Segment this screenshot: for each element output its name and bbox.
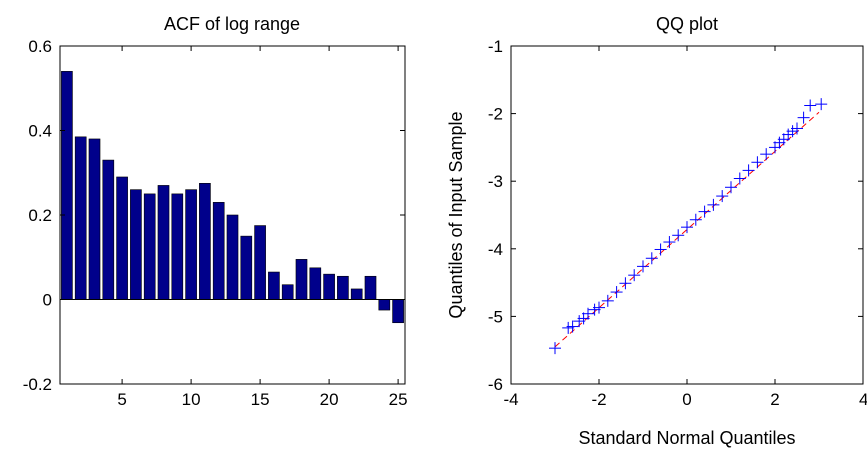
acf-y-tick-label: 0.6 xyxy=(28,37,52,56)
qq-point xyxy=(681,221,693,234)
qq-point xyxy=(601,294,614,307)
qq-axes-box xyxy=(510,45,864,385)
qq-y-tick-label: -5 xyxy=(488,307,503,326)
acf-y-tick-label: 0.2 xyxy=(28,206,52,225)
qq-y-tick-label: -6 xyxy=(488,375,503,394)
acf-x-tick-label: 10 xyxy=(182,390,201,409)
qq-y-tick-label: -2 xyxy=(488,105,503,124)
acf-x-ticks: 5 10 15 20 25 xyxy=(117,46,408,409)
acf-bar xyxy=(212,202,225,300)
acf-bar xyxy=(102,159,115,300)
qq-point xyxy=(566,320,579,333)
qq-point xyxy=(628,269,641,282)
acf-bar xyxy=(88,138,101,300)
acf-bar xyxy=(268,271,280,300)
qq-x-tick-label: -2 xyxy=(591,390,606,409)
qq-point xyxy=(804,99,817,112)
acf-y-ticks: -0.2 0 0.2 0.4 0.6 xyxy=(23,37,405,394)
qq-point xyxy=(707,198,720,211)
qq-point xyxy=(698,205,711,218)
qq-point xyxy=(549,342,561,355)
acf-bar xyxy=(143,193,156,300)
qq-y-tick-label: -1 xyxy=(488,37,503,56)
qq-point xyxy=(751,156,764,169)
acf-bar xyxy=(130,189,142,300)
qq-point xyxy=(593,301,605,314)
acf-bar xyxy=(378,299,391,311)
qq-y-tick-label: -4 xyxy=(488,240,503,259)
acf-bar xyxy=(240,235,253,300)
qq-point xyxy=(760,148,773,161)
qq-point xyxy=(654,243,667,256)
qq-chart: QQ plot -4 -2 0 2 4 -6 -5 -4 -3 -2 -1 Standard No… xyxy=(446,14,867,448)
acf-bar xyxy=(199,183,211,300)
acf-x-tick-label: 25 xyxy=(389,390,408,409)
qq-point xyxy=(689,213,702,226)
qq-point xyxy=(815,98,828,111)
acf-y-tick-label: 0 xyxy=(43,291,52,310)
acf-x-tick-label: 5 xyxy=(117,390,126,409)
acf-bar xyxy=(254,225,266,300)
acf-bar xyxy=(116,176,128,300)
acf-bar xyxy=(392,299,404,324)
qq-y-axis-label: Quantiles of Input Sample xyxy=(446,111,466,318)
acf-bar xyxy=(295,259,308,300)
qq-point xyxy=(582,307,594,320)
acf-bar xyxy=(350,288,363,300)
acf-bar xyxy=(281,284,294,300)
qq-y-tick-label: -3 xyxy=(488,172,503,191)
acf-bar xyxy=(337,275,349,300)
acf-x-tick-label: 20 xyxy=(320,390,339,409)
acf-bar xyxy=(364,275,377,300)
acf-bar xyxy=(226,214,239,300)
qq-point xyxy=(791,122,803,135)
qq-point xyxy=(663,236,676,249)
acf-bar xyxy=(309,267,322,300)
acf-y-tick-label: -0.2 xyxy=(23,375,52,394)
acf-bar xyxy=(157,185,170,300)
qq-x-ticks: -4 -2 0 2 4 xyxy=(503,46,867,409)
acf-chart: ACF of log range 5 10 15 20 25 -0.2 0 0.2 0.4 0.… xyxy=(23,14,408,409)
qq-x-axis-label: Standard Normal Quantiles xyxy=(578,428,795,448)
qq-point xyxy=(672,229,685,242)
acf-bars xyxy=(61,71,404,324)
qq-point xyxy=(725,181,737,194)
acf-bar xyxy=(323,273,335,300)
acf-y-tick-label: 0.4 xyxy=(28,122,52,141)
qq-x-tick-label: -4 xyxy=(503,390,518,409)
qq-point xyxy=(742,164,755,177)
qq-points xyxy=(549,98,828,355)
qq-point xyxy=(610,286,623,299)
qq-y-ticks: -6 -5 -4 -3 -2 -1 xyxy=(488,37,863,394)
qq-x-tick-label: 4 xyxy=(859,390,867,409)
acf-x-tick-label: 15 xyxy=(251,390,270,409)
qq-x-tick-label: 0 xyxy=(682,390,691,409)
acf-bar xyxy=(74,136,87,300)
qq-point xyxy=(645,252,658,265)
qq-point xyxy=(619,277,632,290)
qq-point xyxy=(716,190,729,203)
qq-point xyxy=(797,111,810,124)
acf-bar xyxy=(185,189,197,300)
qq-point xyxy=(733,172,746,185)
acf-bar xyxy=(61,71,73,300)
qq-title: QQ plot xyxy=(656,14,718,34)
acf-bar xyxy=(171,193,184,300)
qq-point xyxy=(637,260,649,273)
acf-title: ACF of log range xyxy=(164,14,300,34)
qq-x-tick-label: 2 xyxy=(770,390,779,409)
